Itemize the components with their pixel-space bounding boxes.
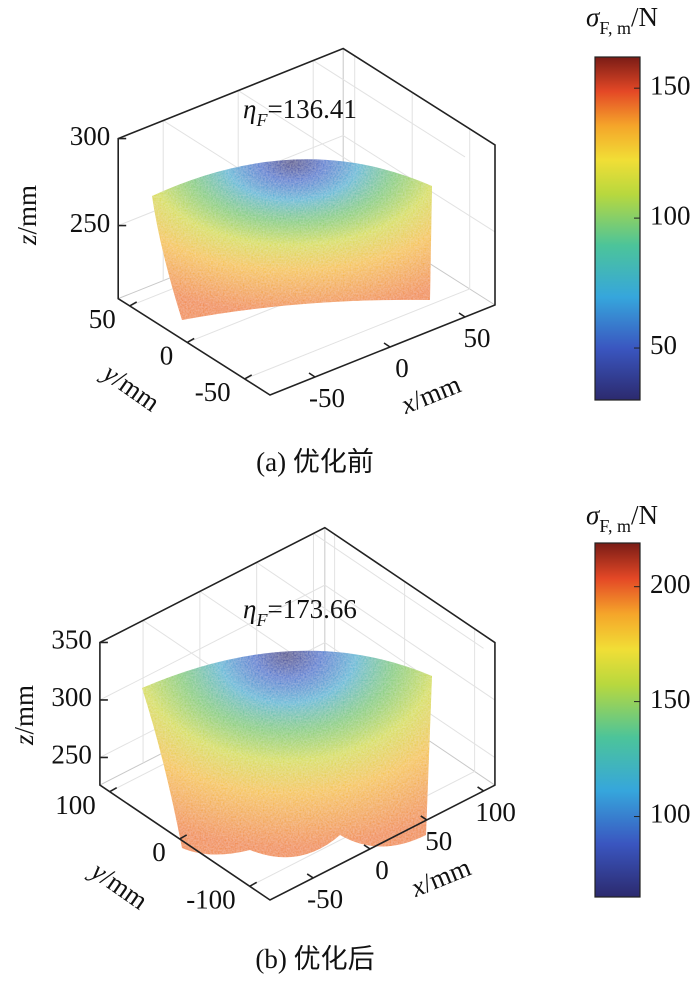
y-tick <box>179 834 188 840</box>
colorbar-label: σF, m/N <box>586 500 658 536</box>
x-axis-label: x/mm <box>406 852 475 903</box>
z-tick-label: 250 <box>51 740 92 770</box>
x-tick <box>363 844 371 850</box>
x-tick-label: -50 <box>309 383 345 413</box>
y-tick-label: -50 <box>195 377 231 407</box>
colorbar-label-part: σ <box>586 500 601 530</box>
x-tick <box>383 342 391 348</box>
z-tick-label: 300 <box>70 121 111 151</box>
x-tick-label: 0 <box>375 855 389 885</box>
x-axis-label-part: /mm <box>408 369 465 415</box>
colorbar-tick-label: 150 <box>650 684 691 714</box>
y-tick-label: -100 <box>186 884 236 914</box>
z-tick-label: 250 <box>70 208 111 238</box>
colorbar-label-part: /N <box>631 2 658 32</box>
x-tick-label: 0 <box>395 353 409 383</box>
colorbar-label-part: F, m <box>599 18 631 38</box>
y-tick-label: 50 <box>89 304 116 334</box>
colorbar-tick-label: 150 <box>650 70 691 100</box>
z-axis-label: z/mm <box>12 185 42 246</box>
z-tick-label: 350 <box>51 625 92 655</box>
box-outline <box>117 47 496 396</box>
annotation-part: η <box>243 94 256 124</box>
annotation: ηF=136.41 <box>243 94 357 130</box>
x-tick-label: 50 <box>425 826 452 856</box>
z-axis-label-part: /mm <box>9 685 39 735</box>
x-tick-label: -50 <box>307 884 343 914</box>
colorbar-label: σF, m/N <box>586 2 658 38</box>
colorbar <box>594 56 641 401</box>
annotation-part: η <box>243 594 256 624</box>
colorbar-label-part: /N <box>631 500 658 530</box>
y-tick-label: 0 <box>160 341 174 371</box>
annotation-part: F <box>255 610 268 630</box>
z-axis-label-part: z <box>12 234 42 246</box>
grid-line <box>99 584 496 701</box>
z-axis-label-part: z <box>9 734 39 746</box>
z-axis-label: z/mm <box>9 685 39 746</box>
point-cloud <box>152 159 432 320</box>
caption: (b) 优化后 <box>255 944 374 974</box>
annotation: ηF=173.66 <box>243 594 357 630</box>
grid-line <box>249 628 476 887</box>
x-tick-label: 100 <box>475 797 516 827</box>
y-tick-label: 100 <box>55 790 96 820</box>
point-cloud <box>142 650 432 858</box>
y-tick <box>249 881 258 887</box>
colorbar-tick-label: 200 <box>650 569 691 599</box>
y-tick <box>186 337 195 344</box>
x-tick-label: 50 <box>464 323 491 353</box>
x-tick <box>308 372 316 378</box>
y-tick <box>109 786 118 793</box>
y-tick <box>129 301 138 307</box>
grid-line <box>244 128 471 380</box>
z-tick-label: 300 <box>51 682 92 712</box>
colorbar <box>594 542 641 898</box>
colorbar-tick-label: 100 <box>650 799 691 829</box>
x-tick <box>458 312 466 318</box>
x-tick <box>420 815 428 821</box>
colorbar-label-part: σ <box>586 2 601 32</box>
colorbar-tick-label: 50 <box>650 330 677 360</box>
grid-line <box>99 527 496 643</box>
y-tick-label: 0 <box>152 837 166 867</box>
z-axis-label-part: /mm <box>12 185 42 235</box>
x-tick <box>477 786 485 792</box>
y-axis-label: y/mm <box>83 854 153 916</box>
y-tick <box>244 374 253 380</box>
y-axis-label: y/mm <box>95 356 165 418</box>
annotation-part: F <box>255 110 268 130</box>
colorbar-label-part: F, m <box>599 516 631 536</box>
annotation-part: =173.66 <box>267 594 356 624</box>
x-tick <box>306 873 314 879</box>
x-axis-label-part: /mm <box>418 852 475 898</box>
colorbar-tick-label: 100 <box>650 200 691 230</box>
caption: (a) 优化前 <box>256 447 374 477</box>
box-outline <box>99 526 496 901</box>
annotation-part: =136.41 <box>267 94 356 124</box>
